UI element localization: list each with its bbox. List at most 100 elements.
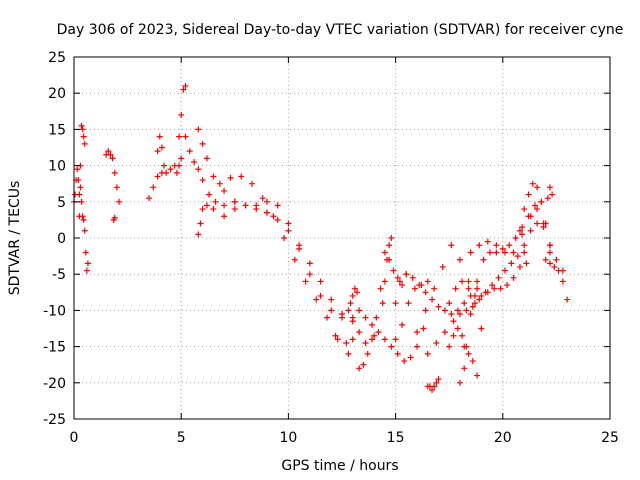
y-tick-label: 10	[48, 159, 66, 175]
data-point	[253, 202, 260, 209]
data-point	[501, 267, 508, 274]
y-tick-label: 5	[57, 195, 66, 211]
data-point	[178, 111, 185, 118]
data-point	[384, 256, 391, 263]
data-point	[510, 274, 517, 281]
data-point	[450, 318, 457, 325]
series-arc-28	[456, 350, 481, 386]
data-point	[465, 278, 472, 285]
data-point	[549, 191, 556, 198]
data-point	[431, 285, 438, 292]
series-arc-04	[103, 148, 114, 158]
data-point	[362, 339, 369, 346]
data-point	[527, 227, 534, 234]
data-point	[210, 206, 217, 213]
data-point	[546, 242, 553, 249]
y-tick-label: 15	[48, 122, 66, 138]
data-point	[84, 260, 91, 267]
data-point	[420, 325, 427, 332]
data-point	[422, 307, 429, 314]
data-point	[362, 314, 369, 321]
series-arc-17	[345, 285, 361, 314]
data-point	[161, 162, 168, 169]
data-point	[433, 339, 440, 346]
series-arc-34	[544, 184, 556, 202]
data-point	[493, 242, 500, 249]
data-point	[210, 173, 217, 180]
data-point	[349, 292, 356, 299]
x-tick-label: 15	[387, 430, 405, 446]
data-point	[75, 177, 82, 184]
data-point	[403, 271, 410, 278]
data-point	[221, 213, 228, 220]
data-point	[186, 148, 193, 155]
series-arc-16	[334, 329, 378, 346]
data-point	[435, 376, 442, 383]
data-point	[471, 292, 478, 299]
series-arc-07	[146, 155, 185, 202]
data-point	[195, 126, 202, 133]
data-point	[540, 224, 547, 231]
data-point	[81, 140, 88, 147]
data-point	[521, 206, 528, 213]
data-point	[105, 148, 112, 155]
y-tick-label: 25	[48, 50, 66, 66]
series-arc-12	[195, 202, 228, 238]
data-point	[501, 249, 508, 256]
data-point	[538, 198, 545, 205]
data-point	[76, 191, 83, 198]
data-point	[80, 133, 87, 140]
data-point	[156, 133, 163, 140]
series-arc-27	[446, 260, 530, 307]
series-arc-30	[467, 206, 553, 256]
data-point	[323, 314, 330, 321]
data-point	[467, 249, 474, 256]
data-point	[173, 169, 180, 176]
data-point	[461, 343, 468, 350]
data-point	[221, 187, 228, 194]
data-point	[516, 227, 523, 234]
data-point	[514, 253, 521, 260]
data-point	[216, 180, 223, 187]
data-point	[439, 263, 446, 270]
data-point	[113, 184, 120, 191]
data-point	[399, 321, 406, 328]
data-point	[242, 202, 249, 209]
data-point	[356, 329, 363, 336]
series-arc-21	[392, 271, 481, 318]
data-point	[328, 296, 335, 303]
series-arc-03	[77, 184, 91, 274]
data-markers	[71, 82, 571, 394]
series-arc-18	[356, 307, 427, 365]
data-point	[381, 336, 388, 343]
data-point	[534, 206, 541, 213]
data-point	[424, 350, 431, 357]
data-point	[274, 216, 281, 223]
data-point	[486, 249, 493, 256]
data-point	[150, 184, 157, 191]
data-point	[74, 166, 81, 173]
data-point	[510, 249, 517, 256]
data-point	[79, 126, 86, 133]
data-point	[424, 278, 431, 285]
data-point	[465, 285, 472, 292]
data-point	[379, 300, 386, 307]
y-axis-title: SDTVAR / TECUs	[7, 181, 23, 296]
data-point	[392, 336, 399, 343]
data-point	[474, 278, 481, 285]
data-point	[546, 184, 553, 191]
data-point	[317, 278, 324, 285]
series-arc-19	[360, 249, 410, 368]
data-point	[523, 260, 530, 267]
data-point	[531, 202, 538, 209]
data-point	[521, 249, 528, 256]
data-point	[534, 184, 541, 191]
data-point	[178, 155, 185, 162]
data-point	[465, 350, 472, 357]
series-arc-32	[521, 220, 566, 274]
data-point	[446, 300, 453, 307]
y-tick-label: -10	[43, 303, 66, 319]
data-point	[199, 206, 206, 213]
data-point	[469, 358, 476, 365]
data-point	[448, 311, 455, 318]
